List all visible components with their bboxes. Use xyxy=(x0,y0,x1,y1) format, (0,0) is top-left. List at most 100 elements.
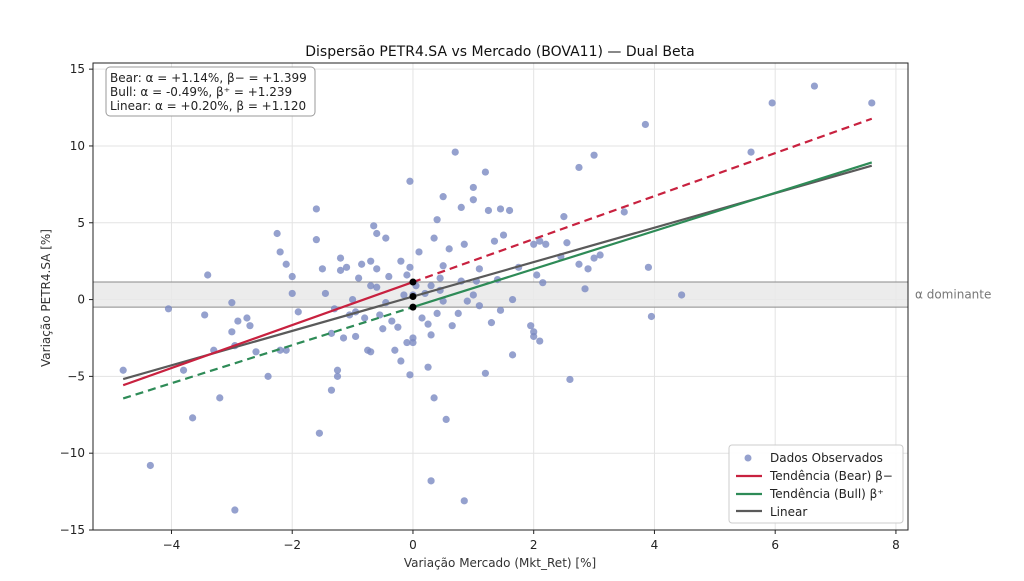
data-point xyxy=(433,309,441,317)
data-point xyxy=(590,254,598,262)
data-point xyxy=(530,240,538,248)
data-point xyxy=(490,237,499,245)
data-point xyxy=(436,274,444,282)
alpha-band xyxy=(93,281,908,308)
legend-marker-points xyxy=(744,454,752,462)
data-point xyxy=(406,371,414,379)
data-point xyxy=(530,332,538,341)
legend: Dados Observados Tendência (Bear) β− Ten… xyxy=(728,444,904,524)
data-point xyxy=(469,196,477,204)
data-point xyxy=(400,291,408,299)
y-tick-label: 10 xyxy=(70,139,85,153)
data-point xyxy=(361,314,369,322)
data-point xyxy=(563,239,571,247)
data-point xyxy=(231,506,239,514)
annotation-bear: Bear: α = +1.14%, β− = +1.399 xyxy=(110,71,307,85)
data-point xyxy=(382,234,390,242)
data-point xyxy=(264,372,272,380)
data-point xyxy=(370,222,378,230)
y-tick-label: 5 xyxy=(77,216,85,230)
data-point xyxy=(327,386,336,394)
x-tick-label: 4 xyxy=(651,538,659,552)
data-point xyxy=(406,263,414,271)
data-point xyxy=(539,279,547,287)
data-point xyxy=(448,322,456,330)
x-tick-label: −4 xyxy=(163,538,181,552)
data-point xyxy=(146,461,154,470)
data-point xyxy=(282,260,290,268)
data-point xyxy=(321,289,330,298)
data-point xyxy=(342,263,351,271)
alpha-dominante-label: α dominante xyxy=(915,288,991,302)
data-point xyxy=(533,271,541,279)
data-point xyxy=(379,325,387,333)
y-axis-ticks: −15 −10 −5 0 5 10 15 xyxy=(60,62,93,537)
x-axis-label: Variação Mercado (Mkt_Ret) [%] xyxy=(404,556,596,570)
data-point xyxy=(367,282,375,290)
data-point xyxy=(487,319,496,327)
data-point xyxy=(409,338,417,347)
data-point xyxy=(397,257,405,265)
data-point xyxy=(352,332,360,341)
data-point xyxy=(394,323,402,331)
data-point xyxy=(590,151,598,159)
data-point xyxy=(234,317,242,325)
data-point xyxy=(439,193,447,201)
data-point xyxy=(415,248,423,256)
stats-annotation-frame xyxy=(105,66,316,117)
data-point xyxy=(747,148,755,156)
data-point xyxy=(179,366,188,374)
bull-line-dashed xyxy=(122,306,414,400)
data-point xyxy=(385,272,393,281)
bear-line-solid xyxy=(122,281,414,387)
data-point xyxy=(424,363,432,371)
data-point xyxy=(348,295,357,304)
data-point xyxy=(868,99,876,107)
data-point xyxy=(388,317,396,325)
data-point xyxy=(596,251,604,259)
data-point xyxy=(367,348,375,356)
data-point xyxy=(430,394,438,402)
data-point xyxy=(424,320,432,328)
data-point xyxy=(358,260,366,268)
data-point xyxy=(327,329,336,337)
data-point xyxy=(228,328,236,336)
data-point xyxy=(418,314,426,322)
data-point xyxy=(216,394,224,402)
data-point xyxy=(439,297,447,305)
annotation-bull: Bull: α = -0.49%, β⁺ = +1.239 xyxy=(110,85,292,99)
data-point xyxy=(542,240,550,248)
data-point xyxy=(457,203,465,212)
data-point xyxy=(427,331,435,339)
y-tick-label: 0 xyxy=(77,293,85,307)
data-point xyxy=(505,206,514,215)
data-point xyxy=(373,229,381,238)
x-tick-label: −2 xyxy=(283,538,301,552)
x-tick-label: 8 xyxy=(892,538,900,552)
data-point xyxy=(647,312,656,321)
data-point xyxy=(475,265,483,273)
data-point xyxy=(315,429,323,437)
data-point xyxy=(201,311,209,319)
data-point xyxy=(460,497,468,505)
data-point xyxy=(189,414,197,422)
legend-frame xyxy=(728,444,904,524)
data-point xyxy=(373,265,381,273)
plot-frame xyxy=(92,62,909,531)
data-points xyxy=(119,82,876,514)
data-point xyxy=(499,231,508,239)
data-point xyxy=(288,272,296,281)
data-point xyxy=(620,208,628,216)
data-point xyxy=(406,177,414,185)
data-point xyxy=(336,266,345,274)
data-point xyxy=(484,206,493,215)
alpha-band-fill xyxy=(93,282,908,308)
stats-annotation-box: Bear: α = +1.14%, β− = +1.399 Bull: α = … xyxy=(105,66,316,117)
y-tick-label: −15 xyxy=(60,523,85,537)
intercept-point xyxy=(409,303,417,311)
bear-line-dashed xyxy=(412,117,873,284)
data-point xyxy=(427,282,435,290)
data-point xyxy=(584,265,592,273)
data-point xyxy=(391,346,399,354)
